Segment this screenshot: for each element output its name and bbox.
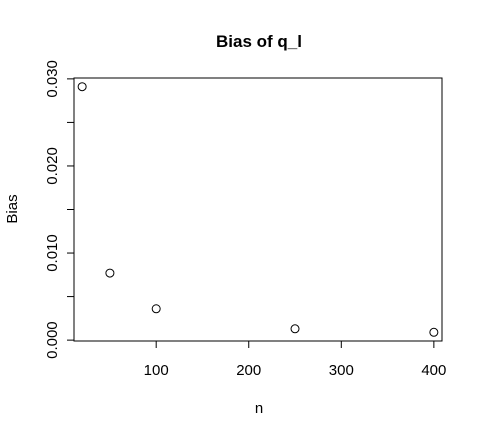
y-axis: 0.000 0.010 0.020 0.030 — [44, 60, 75, 359]
x-axis-label: n — [255, 400, 263, 417]
data-point — [105, 268, 115, 278]
x-tick-label: 100 — [144, 362, 169, 379]
chart-title: Bias of q_l — [216, 32, 302, 51]
y-tick-label: 0.030 — [44, 60, 61, 98]
data-point — [151, 304, 161, 314]
data-point — [77, 82, 87, 92]
x-tick-label: 400 — [421, 362, 446, 379]
x-tick-label: 300 — [329, 362, 354, 379]
x-axis: 100 200 300 400 — [144, 340, 446, 379]
data-points — [77, 82, 439, 337]
y-tick-label: 0.000 — [44, 321, 61, 359]
data-point — [429, 327, 439, 337]
y-tick-label: 0.010 — [44, 234, 61, 272]
y-axis-label: Bias — [4, 194, 21, 223]
plot-frame — [73, 77, 443, 342]
y-tick-label: 0.020 — [44, 147, 61, 185]
x-tick-label: 200 — [236, 362, 261, 379]
data-point — [290, 324, 300, 334]
